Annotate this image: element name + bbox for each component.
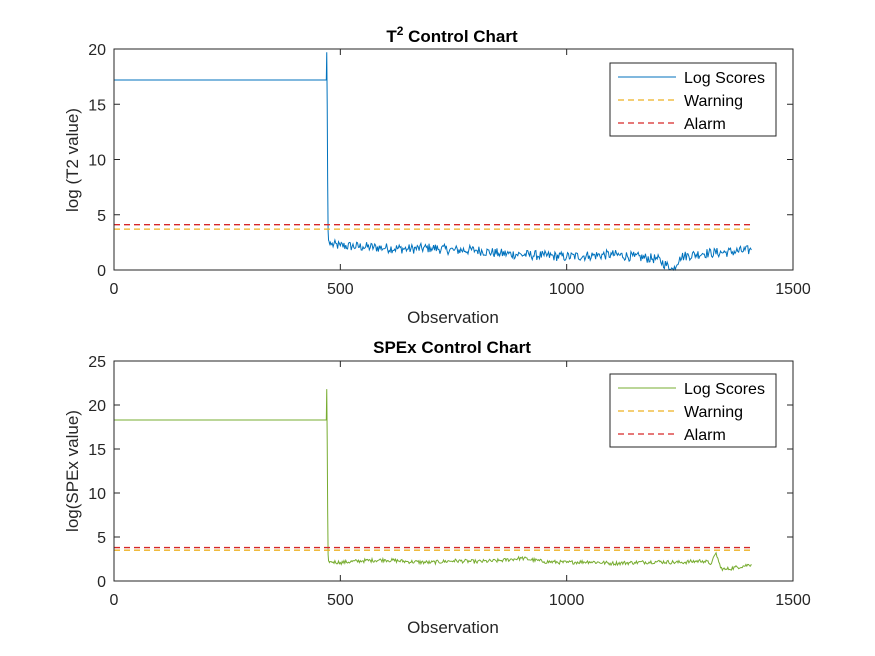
x-ticks: 0 500 1000 1500 <box>110 361 811 609</box>
legend-box <box>609 373 777 448</box>
chart-title: SPEx Control Chart <box>373 338 531 357</box>
x-tick-label: 0 <box>110 281 119 298</box>
x-ticks: 0 500 1000 1500 <box>110 49 811 298</box>
y-tick-label: 15 <box>88 97 106 114</box>
x-tick-label: 500 <box>327 281 354 298</box>
axes-box <box>113 360 794 582</box>
x-tick-label: 1500 <box>775 592 811 609</box>
x-tick-label: 1000 <box>549 281 585 298</box>
y-tick-label: 25 <box>88 354 106 371</box>
legend: Log Scores Warning Alarm <box>609 373 777 448</box>
chart-title: T2 Control Chart <box>386 24 518 46</box>
legend-label: Warning <box>684 93 743 110</box>
y-tick-label: 20 <box>88 398 106 415</box>
x-tick-label: 1000 <box>549 592 585 609</box>
x-tick-label: 1500 <box>775 281 811 298</box>
y-tick-label: 0 <box>97 263 106 280</box>
legend-box <box>609 62 777 137</box>
legend-label: Alarm <box>684 427 726 444</box>
y-tick-label: 0 <box>97 574 106 591</box>
spex-control-chart: SPEx Control Chart 0 500 1000 1500 0 5 10 15 20… <box>63 338 811 637</box>
legend: Log Scores Warning Alarm <box>609 62 777 137</box>
y-tick-label: 5 <box>97 208 106 225</box>
y-axis-label: log (T2 value) <box>63 108 82 212</box>
legend-label: Log Scores <box>684 381 765 398</box>
y-tick-label: 10 <box>88 486 106 503</box>
y-ticks: 0 5 10 15 20 <box>88 42 793 280</box>
chart-title-main: T <box>386 27 397 46</box>
y-tick-label: 20 <box>88 42 106 59</box>
y-tick-label: 15 <box>88 442 106 459</box>
y-ticks: 0 5 10 15 20 25 <box>88 354 793 591</box>
series-line-log-scores <box>114 52 752 272</box>
x-axis-label: Observation <box>407 308 499 327</box>
series-line-log-scores <box>114 389 752 572</box>
chart-title-rest: Control Chart <box>403 27 518 46</box>
y-axis-label: log(SPEx value) <box>63 410 82 532</box>
x-tick-label: 500 <box>327 592 354 609</box>
chart-title-superscript: 2 <box>397 24 404 38</box>
legend-label: Log Scores <box>684 70 765 87</box>
y-tick-label: 5 <box>97 530 106 547</box>
series-group <box>114 389 752 572</box>
chart-title-main: SPEx Control Chart <box>373 338 531 357</box>
legend-label: Warning <box>684 404 743 421</box>
y-tick-label: 10 <box>88 153 106 170</box>
t2-control-chart: T2 Control Chart 0 500 1000 1500 0 5 10 15 20 O… <box>63 24 811 327</box>
x-axis-label: Observation <box>407 618 499 637</box>
x-tick-label: 0 <box>110 592 119 609</box>
legend-label: Alarm <box>684 116 726 133</box>
series-group <box>114 52 752 272</box>
